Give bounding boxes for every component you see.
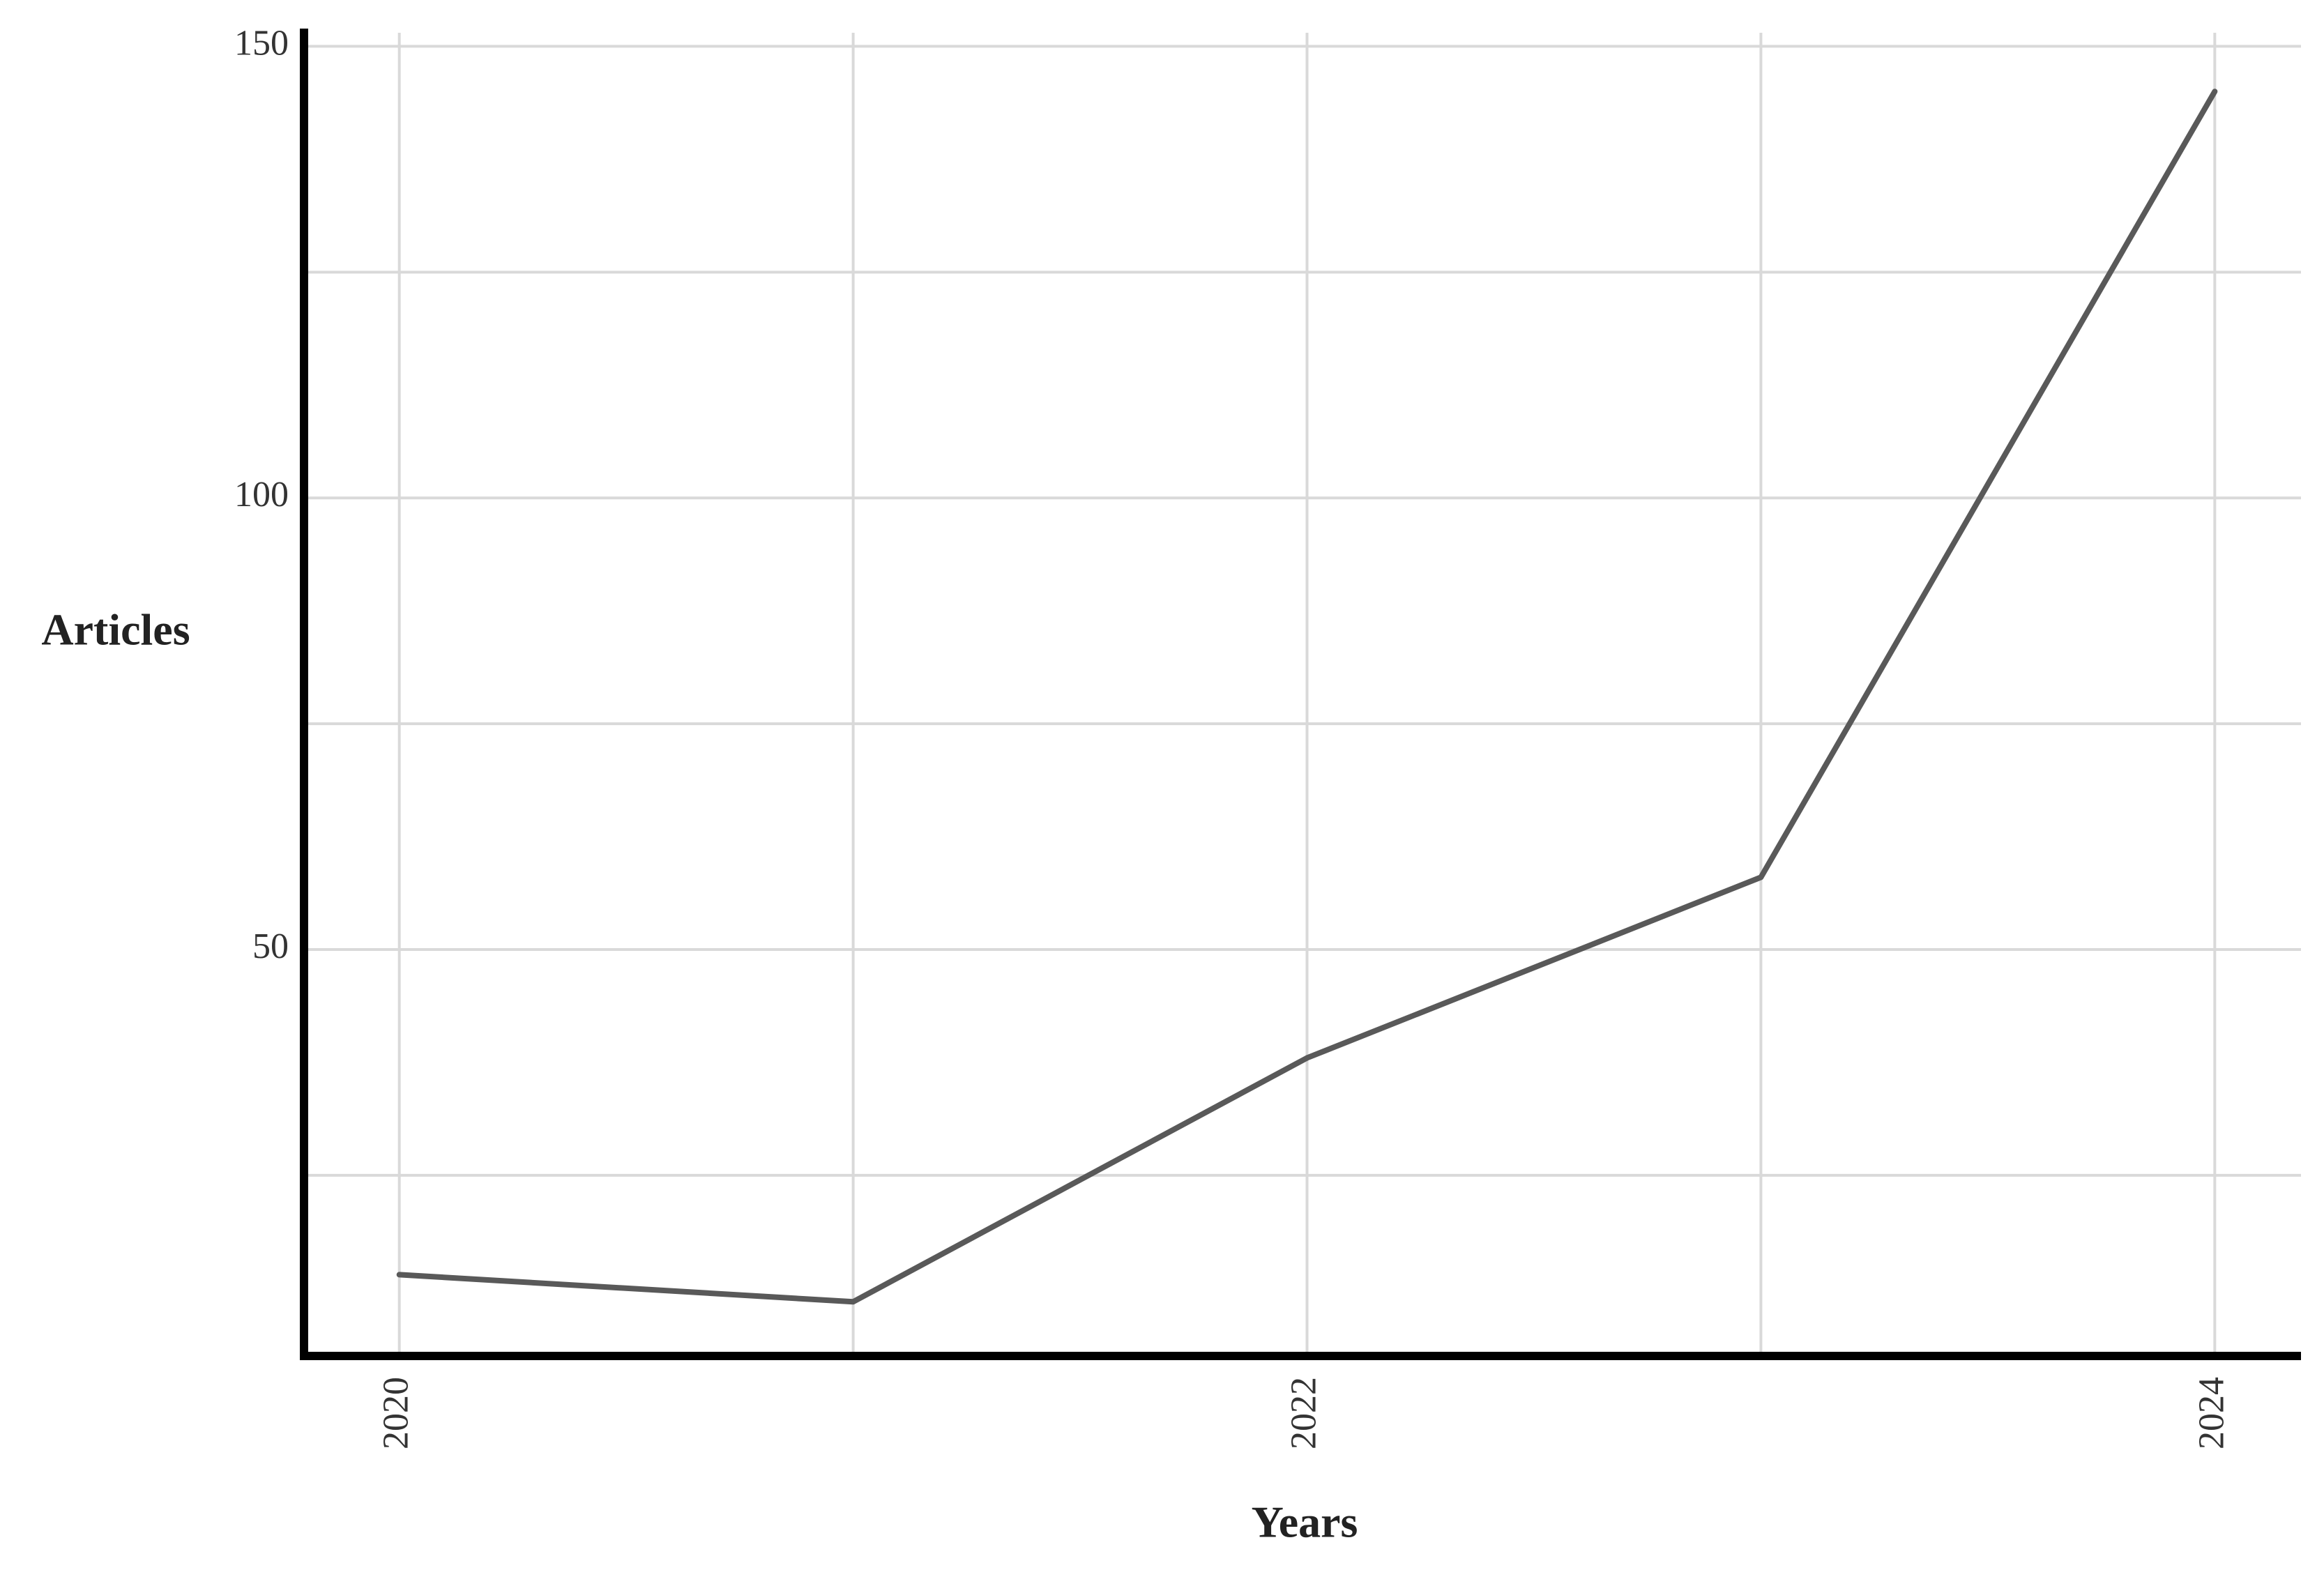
x-axis-title: Years	[1252, 1497, 1358, 1547]
x-tick-label: 2024	[2192, 1377, 2231, 1449]
y-tick-label: 150	[234, 23, 289, 63]
data-line	[396, 89, 2218, 1305]
y-tick-label: 50	[252, 927, 289, 966]
x-tick-label: 2022	[1284, 1377, 1323, 1449]
x-tick-label: 2020	[377, 1377, 416, 1449]
y-axis-title: Articles	[41, 605, 190, 655]
y-tick-label: 100	[234, 475, 289, 515]
